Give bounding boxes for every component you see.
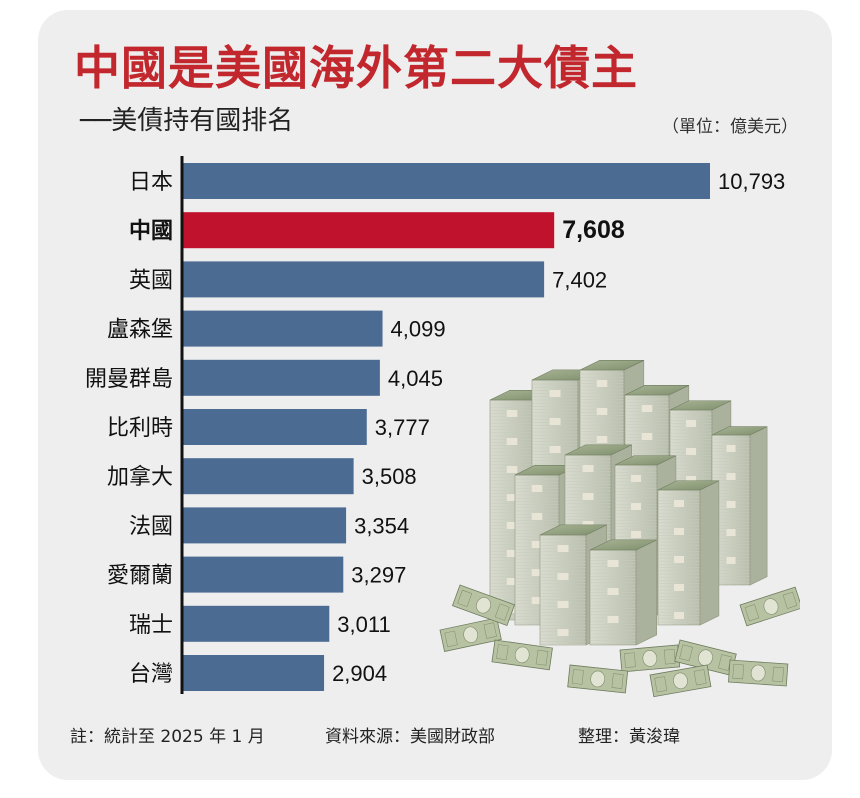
category-label: 法國 — [129, 514, 173, 539]
category-label: 比利時 — [107, 416, 173, 441]
money-stacks-illustration — [439, 359, 800, 698]
value-label: 7,402 — [552, 267, 607, 292]
value-label: 4,099 — [391, 317, 446, 342]
bar-7 — [182, 507, 347, 544]
bar-1 — [182, 212, 555, 249]
category-label: 愛爾蘭 — [107, 564, 173, 589]
category-label: 盧森堡 — [107, 318, 173, 343]
bar-2 — [182, 261, 545, 298]
chart-title: 中國是美國海外第二大債主 — [74, 41, 638, 95]
value-label: 3,777 — [375, 415, 430, 440]
value-label: 10,793 — [718, 169, 785, 194]
value-label: 7,608 — [562, 216, 625, 244]
unit-label: （單位：億美元） — [662, 117, 798, 137]
bar-6 — [182, 458, 354, 495]
value-label: 3,011 — [337, 612, 390, 637]
bar-3 — [182, 310, 383, 347]
value-label: 4,045 — [388, 366, 443, 391]
category-label: 台灣 — [129, 662, 173, 687]
value-label: 3,508 — [362, 464, 417, 489]
bar-10 — [182, 655, 325, 691]
chart-subtitle: ──美債持有國排名 — [80, 106, 294, 136]
bar-0 — [182, 163, 710, 199]
category-label: 中國 — [129, 219, 173, 244]
bar-5 — [182, 409, 367, 445]
bar-4 — [182, 359, 380, 396]
value-label: 2,904 — [332, 661, 387, 686]
category-label: 瑞士 — [129, 613, 173, 638]
bar-9 — [182, 605, 330, 642]
category-label: 開曼群島 — [85, 367, 173, 392]
value-label: 3,297 — [351, 563, 406, 588]
category-label: 英國 — [129, 268, 173, 293]
category-label: 加拿大 — [107, 464, 173, 490]
category-label: 日本 — [129, 170, 173, 195]
source-note: 資料來源：美國財政部 — [325, 727, 495, 747]
bar-8 — [182, 556, 344, 593]
editor-note: 整理：黃浚瑋 — [578, 727, 680, 747]
footnote: 註：統計至 2025 年 1 月 — [70, 727, 265, 747]
value-label: 3,354 — [354, 513, 409, 538]
